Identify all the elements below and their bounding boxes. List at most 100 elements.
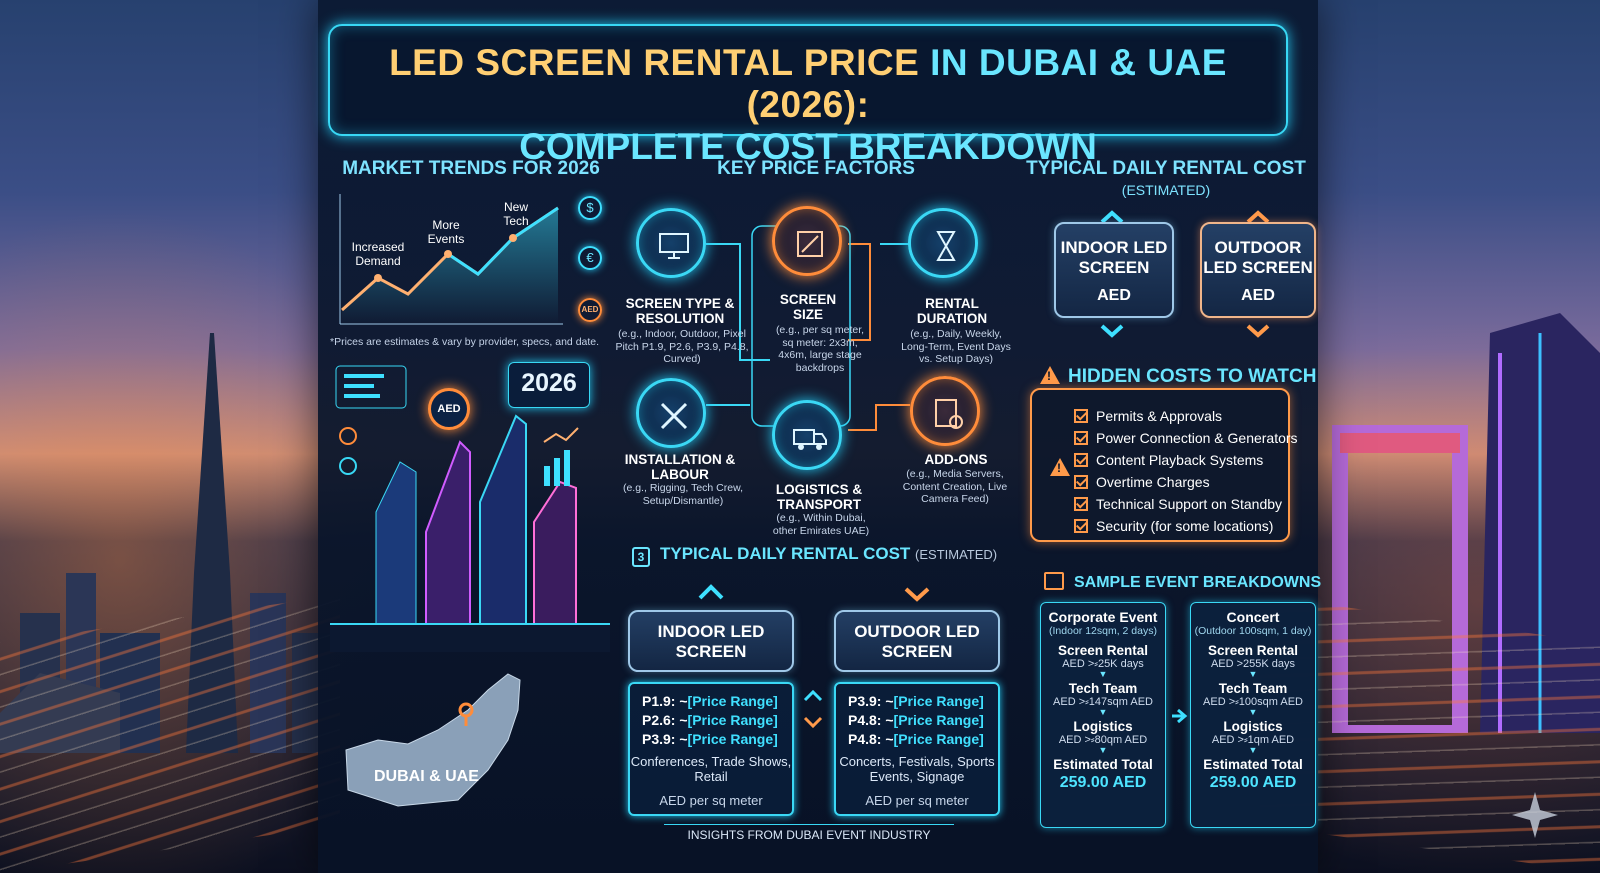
event-card-concert: Concert (Outdoor 100sqm, 1 day) Screen R… — [1190, 602, 1316, 828]
pitch-label: P1.9: ~ — [642, 693, 688, 709]
truck-icon — [772, 400, 842, 470]
checkbox-icon — [1074, 409, 1088, 423]
down-arrow-icon: ▼ — [1248, 669, 1258, 679]
trend-label-2: More Events — [427, 218, 465, 246]
right-arrow-icon — [1172, 708, 1188, 724]
up-arrow-icon — [1246, 210, 1270, 224]
factor-rental-duration-desc: (e.g., Daily, Weekly, Long-Term, Event D… — [901, 328, 1011, 365]
trend-label-3: New Tech — [503, 200, 529, 228]
daily-cost-sub-top: (ESTIMATED) — [1121, 182, 1211, 198]
light-trails-left — [0, 595, 340, 873]
indoor-card-mid: INDOOR LED SCREEN — [628, 610, 794, 672]
pitch-label: P2.6: ~ — [642, 712, 688, 728]
footer-caption: INSIGHTS FROM DUBAI EVENT INDUSTRY — [664, 824, 954, 848]
neon-city-illustration — [330, 365, 610, 652]
sparkle-icon — [1512, 792, 1558, 838]
checkbox-icon — [1074, 431, 1088, 445]
down-arrow-icon: ▼ — [1248, 707, 1258, 717]
hidden-item-text: Technical Support on Standby — [1096, 496, 1283, 512]
outdoor-card-top: OUTDOOR LED SCREEN AED — [1200, 222, 1316, 318]
stage-icon — [1044, 572, 1064, 590]
indoor-use-cases: Conferences, Trade Shows, Retail — [630, 754, 792, 784]
event-line-label: Screen Rental — [1057, 643, 1149, 658]
outdoor-card-mid-title: OUTDOOR LED SCREEN — [854, 622, 980, 661]
daily-cost-sub-mid: (ESTIMATED) — [915, 547, 998, 562]
down-arrow-icon: ▼ — [1098, 669, 1108, 679]
dubai-frame-right — [1332, 313, 1600, 733]
indoor-card-top-title: INDOOR LED SCREEN — [1060, 238, 1168, 277]
event-line-value: AED >255K days — [1210, 658, 1296, 670]
event-total-label: Estimated Total — [1053, 757, 1153, 772]
factor-installation-title: INSTALLATION & LABOUR — [624, 452, 736, 482]
factor-screen-size-desc: (e.g., per sq meter, sq meter: 2x3m, 4x6… — [775, 324, 865, 374]
event-name: Concert — [1226, 609, 1280, 625]
hidden-costs-heading-text: HIDDEN COSTS TO WATCH — [1068, 366, 1317, 387]
checkbox-icon — [1074, 475, 1088, 489]
pitch-label: P3.9: ~ — [848, 693, 894, 709]
price-range: [Price Range] — [687, 712, 778, 728]
factor-screen-size-title: SCREEN SIZE — [779, 292, 837, 322]
uae-map-icon — [345, 673, 521, 807]
hidden-costs-heading: HIDDEN COSTS TO WATCH — [1040, 366, 1320, 388]
trend-label-1: Increased Demand — [351, 240, 405, 268]
event-line-label: Logistics — [1073, 719, 1133, 734]
indoor-price-row: P3.9: ~[Price Range] — [630, 730, 792, 749]
indoor-card-mid-title: INDOOR LED SCREEN — [657, 622, 765, 661]
event-line-value: AED >⸗147sqm AED — [1053, 696, 1153, 708]
up-arrow-icon — [1100, 210, 1124, 224]
key-factors-heading: KEY PRICE FACTORS — [717, 158, 915, 179]
daily-cost-heading-mid: 3 TYPICAL DAILY RENTAL COST (ESTIMATED) — [632, 544, 1012, 567]
hidden-item: Technical Support on Standby — [1074, 496, 1282, 512]
hourglass-icon — [908, 208, 978, 278]
screen-type-icon — [636, 208, 706, 278]
hidden-item-text: Power Connection & Generators — [1096, 430, 1298, 446]
checkbox-icon — [1074, 519, 1088, 533]
outdoor-unit: AED per sq meter — [865, 793, 969, 808]
down-arrow-icon — [904, 587, 930, 602]
addons-icon — [910, 376, 980, 446]
hidden-item: Power Connection & Generators — [1074, 430, 1298, 446]
pitch-label: P3.9: ~ — [642, 731, 688, 747]
up-arrow-icon — [698, 584, 724, 600]
outdoor-price-row: P4.8: ~[Price Range] — [836, 730, 998, 749]
title-line-1: LED SCREEN RENTAL PRICE IN DUBAI & UAE (… — [330, 42, 1286, 126]
title-part-3: (2026): — [746, 84, 870, 125]
dollar-icon: $ — [578, 196, 602, 220]
title-banner: LED SCREEN RENTAL PRICE IN DUBAI & UAE (… — [328, 24, 1288, 167]
screen-size-icon — [772, 206, 842, 276]
price-range: [Price Range] — [893, 731, 984, 747]
event-spec: (Outdoor 100sqm, 1 day) — [1194, 625, 1312, 637]
warning-icon — [1040, 366, 1060, 384]
event-line-value: AED >⸗100sqm AED — [1203, 696, 1303, 708]
indoor-price-row: P2.6: ~[Price Range] — [630, 711, 792, 730]
event-line-label: Tech Team — [1218, 681, 1288, 696]
outdoor-price-row: P3.9: ~[Price Range] — [836, 692, 998, 711]
hidden-item: Security (for some locations) — [1074, 518, 1273, 534]
hidden-item-text: Content Playback Systems — [1096, 452, 1264, 468]
factor-installation-desc: (e.g., Rigging, Tech Crew, Setup/Dismant… — [622, 482, 744, 507]
price-range: [Price Range] — [893, 712, 984, 728]
outdoor-price-row: P4.8: ~[Price Range] — [836, 711, 998, 730]
pitch-label: P4.8: ~ — [848, 731, 894, 747]
event-total-value: 259.00 AED — [1209, 774, 1297, 791]
factor-addons-title: ADD-ONS — [924, 452, 988, 467]
event-card-corporate: Corporate Event (Indoor 12sqm, 2 days) S… — [1040, 602, 1166, 828]
checkbox-icon — [1074, 497, 1088, 511]
factor-rental-duration-title: RENTAL DURATION — [916, 296, 988, 326]
hidden-item: Permits & Approvals — [1074, 408, 1222, 424]
hidden-item-text: Permits & Approvals — [1096, 408, 1223, 424]
indoor-price-row: P1.9: ~[Price Range] — [630, 692, 792, 711]
event-line-value: AED >⸗1qm AED — [1211, 734, 1295, 746]
title-part-2: IN DUBAI & UAE — [930, 42, 1227, 83]
up-down-arrows-icon — [803, 689, 823, 729]
down-arrow-icon: ▼ — [1098, 745, 1108, 755]
event-line-label: Screen Rental — [1207, 643, 1299, 658]
event-spec: (Indoor 12sqm, 2 days) — [1049, 625, 1157, 637]
event-line-value: AED >⸗25K days — [1062, 658, 1144, 670]
factor-addons-desc: (e.g., Media Servers, Content Creation, … — [902, 468, 1008, 505]
down-arrow-icon: ▼ — [1098, 707, 1108, 717]
hidden-item-text: Security (for some locations) — [1096, 518, 1274, 534]
aed-badge-icon: AED — [428, 388, 470, 430]
event-name: Corporate Event — [1048, 609, 1158, 625]
indoor-price-box: P1.9: ~[Price Range] P2.6: ~[Price Range… — [628, 682, 794, 816]
